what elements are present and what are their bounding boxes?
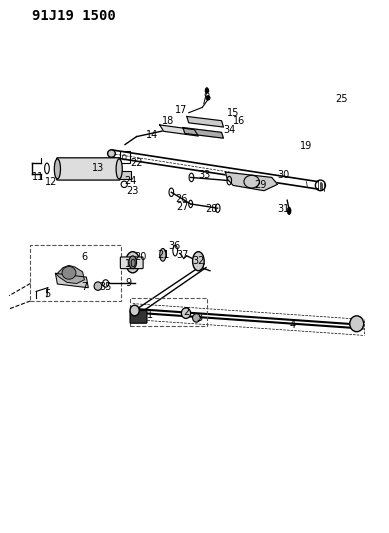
Text: 27: 27: [177, 202, 189, 212]
Text: 12: 12: [46, 176, 58, 187]
Bar: [119, 171, 131, 179]
Text: 16: 16: [233, 116, 245, 126]
Polygon shape: [160, 125, 198, 136]
FancyBboxPatch shape: [120, 257, 143, 269]
Text: 23: 23: [126, 185, 139, 196]
Text: 14: 14: [146, 130, 158, 140]
Text: 31: 31: [277, 204, 289, 214]
Ellipse shape: [54, 159, 60, 179]
Polygon shape: [56, 273, 88, 288]
Text: 26: 26: [175, 193, 187, 204]
Ellipse shape: [205, 88, 209, 93]
Text: 4: 4: [290, 320, 296, 330]
Ellipse shape: [94, 282, 102, 290]
Text: 36: 36: [168, 241, 180, 252]
FancyBboxPatch shape: [57, 158, 120, 180]
Text: 21: 21: [158, 250, 170, 260]
FancyBboxPatch shape: [130, 311, 147, 323]
Text: 1: 1: [147, 310, 153, 320]
Ellipse shape: [181, 308, 191, 318]
Ellipse shape: [129, 256, 137, 269]
Text: 35: 35: [100, 281, 112, 292]
Polygon shape: [56, 265, 84, 284]
Text: 24: 24: [124, 175, 137, 185]
Text: 34: 34: [223, 125, 235, 135]
Polygon shape: [225, 172, 277, 191]
Text: 7: 7: [81, 281, 88, 292]
Ellipse shape: [287, 207, 291, 215]
Text: 17: 17: [175, 105, 187, 115]
Text: 30: 30: [277, 171, 289, 180]
Polygon shape: [187, 116, 223, 127]
Bar: [130, 298, 207, 326]
Text: 15: 15: [227, 108, 239, 118]
Ellipse shape: [193, 252, 204, 271]
Ellipse shape: [193, 314, 200, 322]
Text: 37: 37: [176, 250, 188, 260]
Text: 8: 8: [203, 89, 209, 99]
Ellipse shape: [108, 150, 115, 157]
Text: 29: 29: [254, 180, 266, 190]
Text: 20: 20: [134, 252, 147, 262]
Text: 91J19 1500: 91J19 1500: [32, 9, 116, 23]
Text: 25: 25: [335, 94, 347, 104]
Bar: [120, 151, 130, 163]
Text: 32: 32: [192, 256, 205, 266]
Text: 2: 2: [183, 306, 189, 317]
Text: 22: 22: [130, 158, 143, 168]
Text: 5: 5: [44, 289, 50, 299]
Text: 9: 9: [126, 278, 132, 288]
Text: 11: 11: [32, 172, 44, 182]
Ellipse shape: [160, 248, 166, 261]
Text: 33: 33: [198, 171, 210, 180]
Text: 19: 19: [300, 141, 313, 151]
Ellipse shape: [130, 305, 139, 316]
Text: 28: 28: [206, 204, 218, 214]
Ellipse shape: [126, 252, 140, 273]
Ellipse shape: [350, 316, 364, 332]
Text: 3: 3: [196, 313, 202, 324]
Ellipse shape: [206, 96, 210, 100]
Ellipse shape: [62, 266, 76, 279]
Text: 18: 18: [162, 116, 174, 126]
Text: 6: 6: [81, 252, 88, 262]
Ellipse shape: [116, 159, 122, 179]
Text: 13: 13: [92, 164, 104, 173]
Polygon shape: [183, 127, 223, 138]
Text: 10: 10: [124, 259, 137, 269]
Bar: [30, 245, 121, 301]
